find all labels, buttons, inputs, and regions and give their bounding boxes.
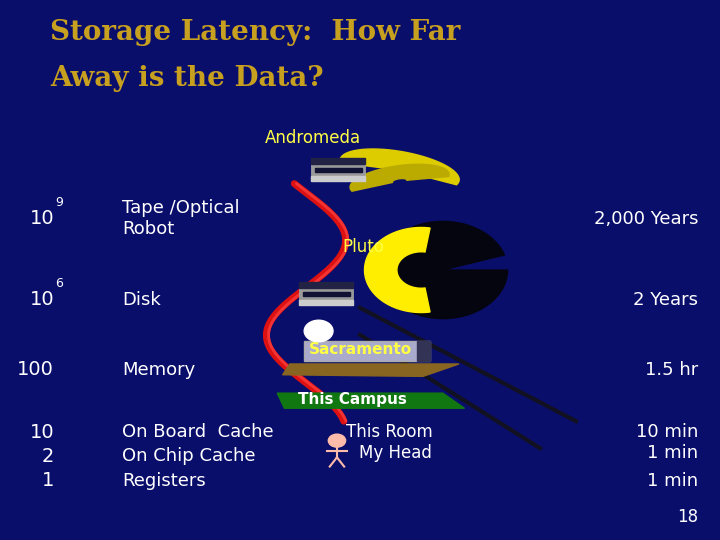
Bar xyxy=(303,292,350,296)
Text: 2: 2 xyxy=(42,447,54,466)
Bar xyxy=(311,158,365,164)
Text: 18: 18 xyxy=(678,509,698,526)
Circle shape xyxy=(328,434,346,447)
Text: 1: 1 xyxy=(42,471,54,490)
FancyBboxPatch shape xyxy=(300,282,354,305)
Text: 100: 100 xyxy=(17,360,54,380)
Polygon shape xyxy=(340,149,459,185)
Text: Pluto: Pluto xyxy=(343,238,384,256)
Polygon shape xyxy=(350,164,449,191)
Bar xyxy=(315,168,361,172)
Bar xyxy=(300,300,354,305)
Text: On Board  Cache: On Board Cache xyxy=(122,423,274,441)
Bar xyxy=(311,177,365,181)
Bar xyxy=(418,341,431,361)
Polygon shape xyxy=(282,364,459,376)
FancyBboxPatch shape xyxy=(304,341,430,361)
Circle shape xyxy=(305,320,333,342)
Text: 10: 10 xyxy=(30,209,54,228)
Text: Memory: Memory xyxy=(122,361,196,379)
Text: 1.5 hr: 1.5 hr xyxy=(645,361,698,379)
Text: This Campus: This Campus xyxy=(298,392,408,407)
Text: Away is the Data?: Away is the Data? xyxy=(50,65,324,92)
FancyBboxPatch shape xyxy=(311,158,365,181)
Text: 2 Years: 2 Years xyxy=(634,291,698,309)
Bar xyxy=(300,282,354,287)
Text: Sacramento: Sacramento xyxy=(308,342,412,357)
Text: 6: 6 xyxy=(55,277,63,290)
Text: 1 min: 1 min xyxy=(647,443,698,462)
Text: 10: 10 xyxy=(30,290,54,309)
Text: 10: 10 xyxy=(30,422,54,442)
Text: 10 min: 10 min xyxy=(636,423,698,441)
Text: 1 min: 1 min xyxy=(647,471,698,490)
Polygon shape xyxy=(364,227,430,313)
Text: Tape /Optical
Robot: Tape /Optical Robot xyxy=(122,199,240,238)
Polygon shape xyxy=(378,221,508,319)
Text: 9: 9 xyxy=(55,196,63,209)
Text: Storage Latency:  How Far: Storage Latency: How Far xyxy=(50,19,461,46)
Text: On Chip Cache: On Chip Cache xyxy=(122,447,256,465)
Text: My Head: My Head xyxy=(359,443,431,462)
Text: Disk: Disk xyxy=(122,291,161,309)
Text: Registers: Registers xyxy=(122,471,206,490)
Text: This Room: This Room xyxy=(346,423,432,441)
Text: 2,000 Years: 2,000 Years xyxy=(594,210,698,228)
Polygon shape xyxy=(277,393,464,408)
Text: Andromeda: Andromeda xyxy=(265,129,361,147)
